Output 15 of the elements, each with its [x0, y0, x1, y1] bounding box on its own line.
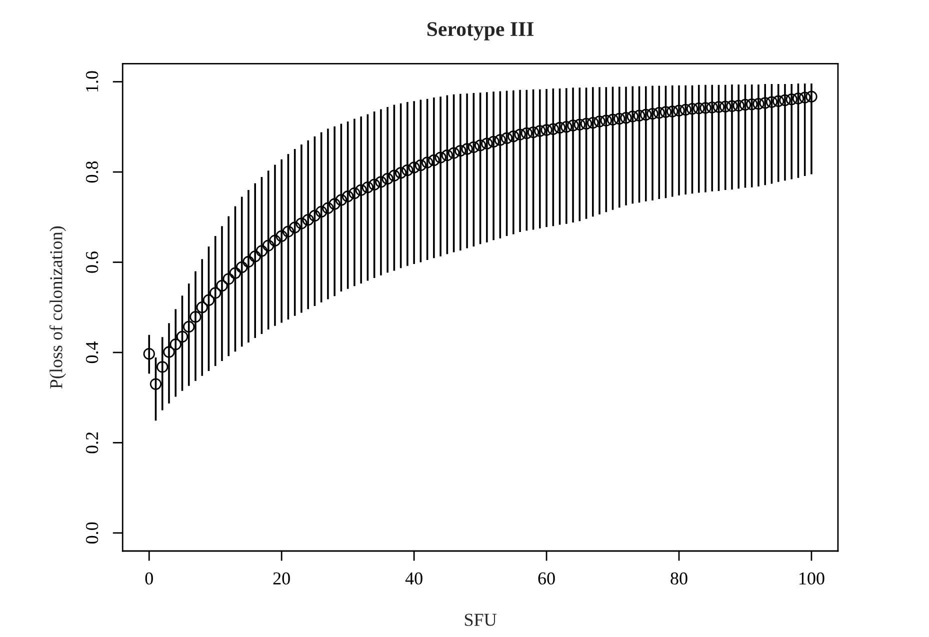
- x-tick-label: 100: [800, 572, 824, 585]
- x-tick-label: 60: [538, 572, 555, 585]
- y-tick-label: 0.0: [86, 522, 98, 544]
- x-axis-title: SFU: [464, 614, 496, 626]
- x-tick-label: 80: [670, 572, 688, 585]
- y-tick-label: 0.4: [86, 341, 98, 364]
- y-tick-label: 0.6: [86, 251, 98, 273]
- x-tick-label: 40: [405, 572, 422, 585]
- chart-title: Serotype III: [427, 22, 534, 40]
- x-tick-label: 20: [273, 572, 290, 585]
- x-tick-label: 0: [145, 572, 153, 585]
- y-tick-label: 0.2: [86, 432, 98, 454]
- y-tick-label: 0.8: [86, 161, 98, 183]
- y-tick-label: 1.0: [86, 71, 98, 92]
- y-axis-title: P(loss of colonization): [49, 226, 66, 389]
